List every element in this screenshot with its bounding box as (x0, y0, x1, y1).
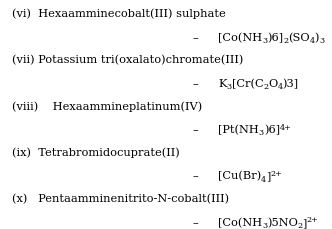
Text: (x)   Pentaamminenitrito-N-cobalt(III): (x) Pentaamminenitrito-N-cobalt(III) (12, 194, 229, 204)
Text: –: – (192, 172, 198, 182)
Text: )3]: )3] (283, 79, 298, 89)
Text: 4+: 4+ (280, 124, 291, 132)
Text: 3: 3 (259, 129, 264, 137)
Text: (vi)  Hexaamminecobalt(III) sulphate: (vi) Hexaamminecobalt(III) sulphate (12, 9, 226, 19)
Text: [Co(NH: [Co(NH (218, 33, 263, 43)
Text: )5NO: )5NO (267, 218, 298, 228)
Text: 2+: 2+ (307, 216, 319, 224)
Text: ]: ] (266, 172, 271, 182)
Text: [Co(NH: [Co(NH (218, 217, 263, 228)
Text: (ix)  Tetrabromidocuprate(II): (ix) Tetrabromidocuprate(II) (12, 147, 180, 158)
Text: [Cr(C: [Cr(C (232, 79, 264, 89)
Text: )6]: )6] (267, 33, 283, 43)
Text: [Pt(NH: [Pt(NH (218, 125, 259, 135)
Text: K: K (218, 79, 227, 89)
Text: 4: 4 (277, 83, 283, 91)
Text: 3: 3 (262, 37, 267, 45)
Text: 4: 4 (309, 37, 314, 45)
Text: (SO: (SO (288, 33, 310, 43)
Text: 3: 3 (319, 37, 324, 45)
Text: –: – (192, 33, 198, 43)
Text: –: – (192, 79, 198, 89)
Text: 3: 3 (227, 83, 232, 91)
Text: 2: 2 (263, 83, 268, 91)
Text: )6]: )6] (264, 125, 280, 135)
Text: –: – (192, 125, 198, 135)
Text: (vii) Potassium tri(oxalato)chromate(III): (vii) Potassium tri(oxalato)chromate(III… (12, 55, 243, 66)
Text: ): ) (314, 33, 319, 43)
Text: ]: ] (303, 218, 307, 228)
Text: 2: 2 (283, 37, 288, 45)
Text: (viii)    Hexaammineplatinum(IV): (viii) Hexaammineplatinum(IV) (12, 101, 202, 112)
Text: 2: 2 (297, 222, 303, 229)
Text: –: – (192, 218, 198, 228)
Text: 4: 4 (261, 176, 266, 184)
Text: [Cu(Br): [Cu(Br) (218, 171, 262, 182)
Text: 3: 3 (262, 222, 267, 229)
Text: O: O (268, 79, 278, 89)
Text: 2+: 2+ (271, 170, 282, 178)
